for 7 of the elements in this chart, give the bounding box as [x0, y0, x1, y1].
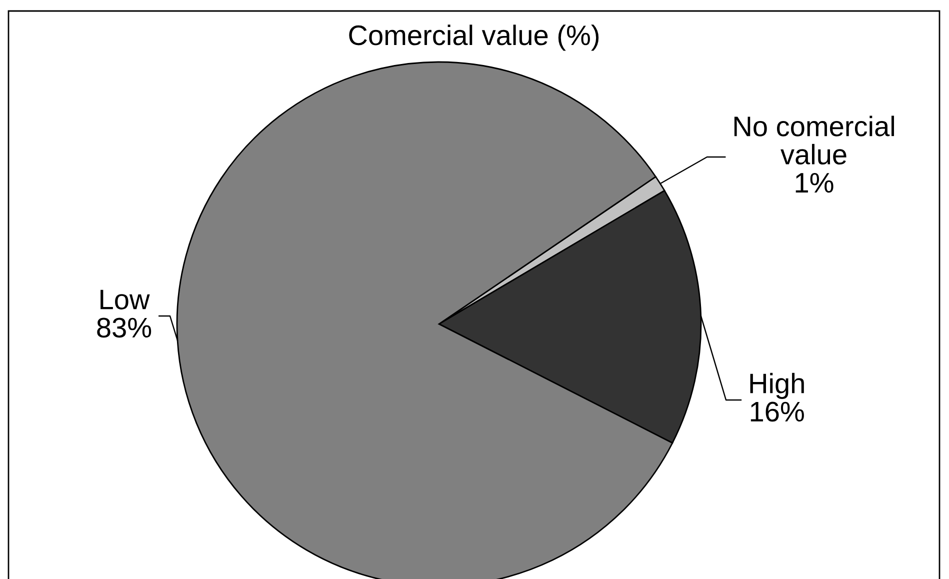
data-label: 16% [750, 402, 804, 422]
data-label: 83% [97, 318, 152, 338]
slice-label: High [750, 372, 804, 399]
chart-title: Comercial value (%) [349, 24, 599, 51]
slice-label: Low [100, 290, 150, 310]
data-label: 1% [796, 172, 834, 193]
slice-label: No comercial value [734, 116, 894, 165]
